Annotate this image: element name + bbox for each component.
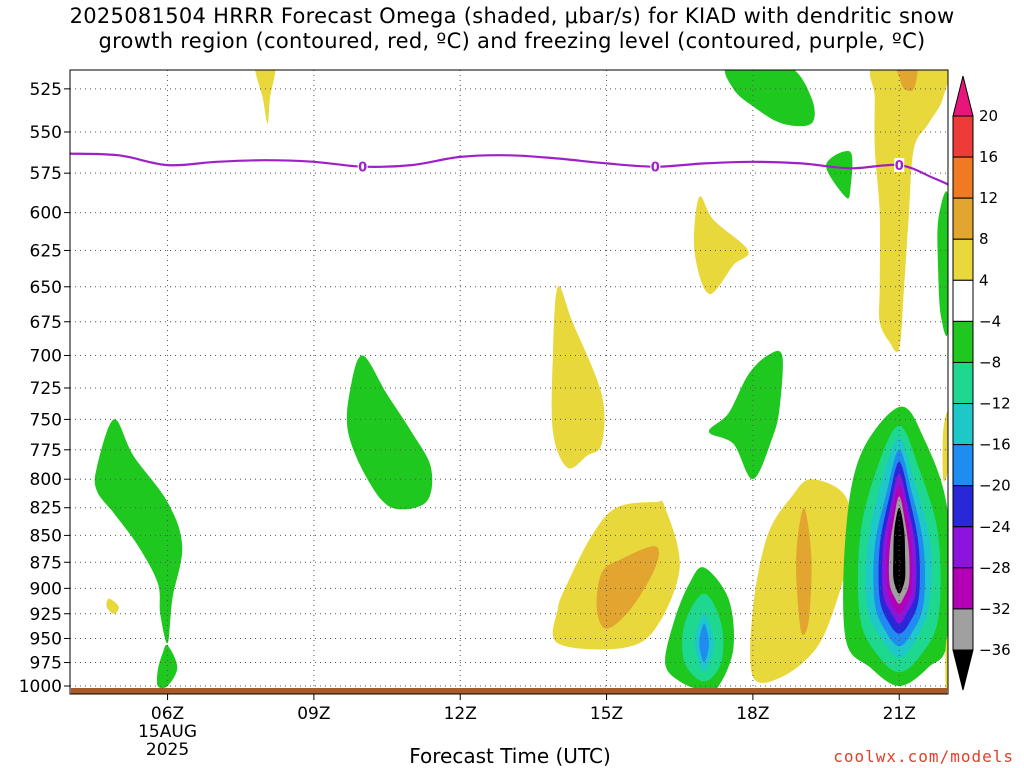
x-tick-sublabel: 15AUG [138, 722, 197, 742]
chart-title-line-2: growth region (contoured, red, ºC) and f… [98, 29, 926, 53]
colorbar-segment-12 [952, 567, 974, 610]
colorbar-arrow-bottom [952, 649, 974, 691]
y-tick-label: 525 [30, 80, 62, 100]
omega-region-12 [106, 598, 119, 614]
colorbar-label: −4 [979, 312, 1001, 330]
y-tick-label: 675 [30, 313, 62, 333]
y-tick-label: 850 [30, 526, 62, 546]
colorbar-label: −24 [979, 518, 1011, 536]
omega-region-10 [94, 419, 183, 644]
y-tick-label: 575 [30, 164, 62, 184]
x-tick-sublabel: 2025 [146, 740, 189, 760]
colorbar-segment-1 [952, 115, 974, 158]
colorbar-segment-9 [952, 444, 974, 487]
colorbar-label: −32 [979, 600, 1011, 618]
colorbar-segment-10 [952, 485, 974, 528]
omega-region-5 [826, 151, 853, 199]
colorbar-segment-7 [952, 361, 974, 405]
x-tick-label: 12Z [444, 704, 477, 724]
freezing-level-contour: 0 0 0 [69, 152, 949, 186]
colorbar-segment-3 [952, 197, 974, 240]
plot-frame [69, 69, 949, 695]
y-tick-label: 875 [30, 553, 62, 573]
y-tick-label: 900 [30, 579, 62, 599]
grid-lines [70, 70, 948, 694]
colorbar-label: 8 [979, 230, 989, 248]
x-tick-label: 18Z [736, 704, 769, 724]
x-tick-label: 06Z [151, 704, 184, 724]
colorbar-label: −36 [979, 641, 1011, 659]
y-tick-label: 725 [30, 379, 62, 399]
omega-region-9 [708, 350, 783, 480]
credit-link[interactable]: coolwx.com/models [833, 747, 1014, 766]
colorbar-segment-8 [952, 403, 974, 446]
omega-region-2 [869, 70, 948, 353]
y-tick-label: 775 [30, 441, 62, 461]
y-tick-label: 600 [30, 204, 62, 224]
y-tick-label: 975 [30, 654, 62, 674]
y-tick-label: 925 [30, 605, 62, 625]
omega-region-6 [693, 196, 749, 295]
colorbar-segment-4 [952, 238, 974, 281]
omega-region-8 [346, 355, 433, 510]
omega-region-4 [937, 191, 948, 337]
colorbar-arrow-top [952, 75, 974, 117]
colorbar-label: 20 [979, 107, 998, 125]
freezing-label-bg-0 [357, 159, 368, 174]
y-tick-label: 650 [30, 278, 62, 298]
y-tick-label: 625 [30, 241, 62, 261]
omega-region-7 [551, 285, 605, 469]
y-tick-label: 800 [30, 470, 62, 490]
colorbar-label: −20 [979, 477, 1011, 495]
colorbar: 20 16 12 8 4 −4 −8 −12 −16 −20 −24 −28 −32 −36 [952, 75, 1011, 691]
omega-region-1 [724, 70, 815, 127]
y-tick-label: 750 [30, 410, 62, 430]
x-tick-label: 21Z [883, 704, 916, 724]
colorbar-label: −8 [979, 353, 1001, 371]
y-tick-label: 700 [30, 346, 62, 366]
colorbar-segment-13 [952, 608, 974, 651]
colorbar-segment-2 [952, 156, 974, 199]
freezing-label-bg-2 [894, 158, 905, 173]
y-tick-label: 950 [30, 629, 62, 649]
colorbar-label: 4 [979, 271, 989, 289]
y-tick-label: 825 [30, 499, 62, 519]
omega-region-3 [896, 70, 918, 92]
freezing-level-label: 0 [895, 159, 904, 174]
freezing-level-line [69, 152, 949, 186]
colorbar-segment-11 [952, 526, 974, 569]
y-tick-label: 550 [30, 123, 62, 143]
y-tick-label: 1000 [19, 677, 62, 697]
omega-region-20 [796, 507, 812, 636]
y-axis: 525 550 575 600 625 650 675 700 725 750 775 800 825 8… [19, 80, 70, 697]
colorbar-segment-6 [952, 320, 974, 363]
x-tick-label: 15Z [590, 704, 623, 724]
omega-region-11 [156, 644, 178, 689]
colorbar-label: 16 [979, 148, 998, 166]
freezing-level-label: 0 [651, 161, 660, 176]
chart-title-line-1: 2025081504 HRRR Forecast Omega (shaded, … [69, 4, 955, 28]
colorbar-label: −28 [979, 559, 1011, 577]
x-axis-title: Forecast Time (UTC) [409, 744, 611, 768]
colorbar-label: −16 [979, 436, 1011, 454]
omega-region-31 [945, 636, 948, 692]
colorbar-label: 12 [979, 189, 998, 207]
colorbar-label: −12 [979, 395, 1011, 413]
omega-region-30 [942, 411, 948, 482]
colorbar-segment-5 [952, 279, 974, 322]
omega-region-14 [596, 546, 659, 629]
x-tick-label: 09Z [297, 704, 330, 724]
omega-regions [94, 70, 948, 692]
omega-region-0 [255, 70, 276, 124]
omega-region-18 [699, 623, 709, 663]
chart-title: 2025081504 HRRR Forecast Omega (shaded, … [0, 4, 1024, 54]
freezing-label-bg-1 [650, 159, 661, 174]
ground-layer [71, 688, 947, 694]
ground-strip [71, 688, 947, 694]
freezing-level-label: 0 [358, 161, 367, 176]
